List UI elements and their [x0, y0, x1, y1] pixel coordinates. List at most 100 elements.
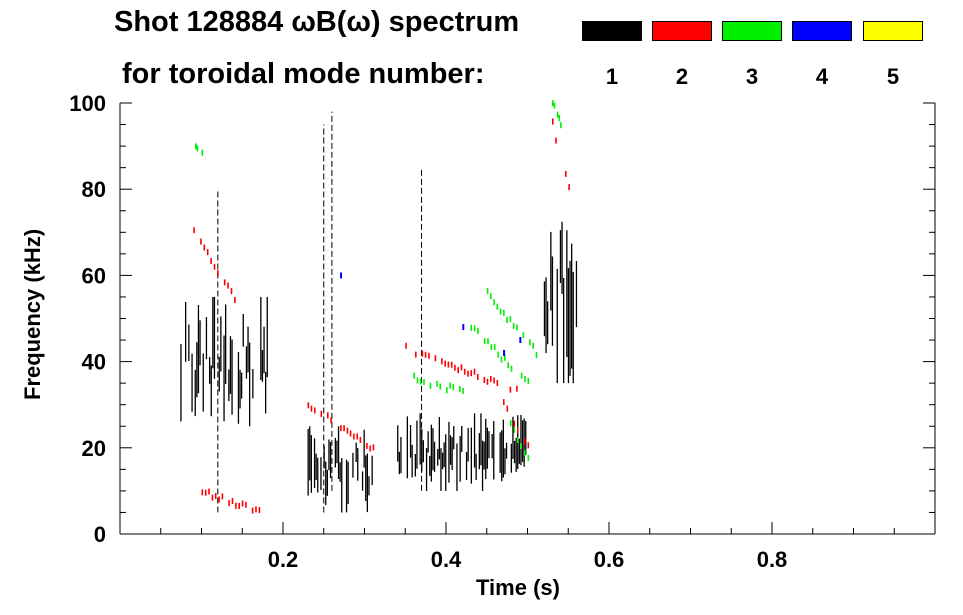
series-mode-1-blob-2-streak	[406, 416, 408, 479]
series-mode-1-blob-1-streak	[325, 461, 327, 506]
series-mode-3-chirp-1-dash	[520, 372, 523, 379]
series-mode-1-blob-0-streak	[263, 326, 265, 374]
series-mode-2-chirp-5-dash	[228, 500, 230, 507]
series-mode-1-blob-0-streak	[241, 372, 243, 399]
series-mode-3-chirp-5-dash	[558, 115, 561, 121]
series-mode-1-blob-0-streak	[228, 369, 230, 402]
series-mode-2-chirp-2-dash	[454, 364, 456, 371]
series-mode-3-chirp-3-dash	[517, 437, 519, 444]
series-mode-1-blob-2-streak	[515, 437, 517, 472]
series-mode-1-blob-2-streak	[483, 441, 485, 470]
series-mode-1-blob-2-streak	[400, 437, 402, 474]
series-mode-1-blob-2-streak	[488, 431, 490, 459]
series-mode-3-chirp-5-dash	[560, 122, 562, 129]
series-mode-1-blob-2-streak	[441, 452, 444, 470]
series-mode-2-chirp-1-dash	[346, 427, 349, 434]
series-mode-3-chirp-2-dash	[459, 385, 461, 392]
series-mode-1-blob-0-streak	[239, 369, 241, 409]
series-mode-2-chirp-5-dash	[241, 500, 244, 507]
series-mode-1-blob-3-streak	[547, 301, 549, 345]
series-mode-2-chirp-1-dash	[330, 417, 332, 424]
title-line-1: Shot 128884 ωB(ω) spectrum	[114, 6, 520, 38]
series-mode-3-chirp-1-dash	[473, 325, 476, 332]
series-mode-1-blob-2-streak	[409, 425, 412, 458]
y-tick-label: 20	[82, 436, 106, 461]
series-mode-2-chirp-5-dash	[214, 493, 217, 499]
series-mode-1-blob-3-streak	[550, 231, 552, 311]
series-mode-4-point-2	[519, 337, 522, 344]
series-mode-2-chirp-5-dash	[208, 488, 210, 495]
title-line-2: for toroidal mode number:	[122, 58, 485, 90]
legend-label-mode-4: 4	[815, 64, 829, 89]
series-mode-2-chirp-2-dash	[415, 351, 417, 358]
series-mode-2-chirp-1-dash	[343, 425, 345, 432]
series-mode-1-blob-3-streak	[575, 261, 578, 328]
series-mode-2-chirp-2-dash	[516, 385, 518, 392]
series-mode-3-chirp-2-dash	[439, 383, 442, 390]
series-mode-1-blob-2-streak	[448, 421, 450, 483]
series-mode-2-chirp-1-dash	[307, 402, 310, 409]
series-mode-3-chirp-1-dash	[527, 377, 530, 384]
y-tick-label: 60	[82, 263, 106, 288]
series-mode-1-blob-0-streak	[247, 326, 249, 373]
series-mode-3-chirp-2-dash	[462, 388, 464, 394]
series-mode-1-blob-1-streak	[310, 435, 312, 493]
series-mode-1-blob-2-streak	[397, 425, 399, 462]
series-mode-1-blob-2-streak	[491, 434, 493, 459]
series-mode-1-blob-2-streak	[461, 426, 463, 452]
series-mode-1-blob-2-streak	[453, 426, 455, 450]
series-mode-3-chirp-1-dash	[483, 338, 486, 345]
series-mode-1-blob-1-streak	[352, 452, 354, 478]
series-mode-3-chirp-0-dash	[516, 324, 518, 331]
series-mode-2-chirp-0-dash	[210, 258, 212, 264]
series-mode-1-blob-2-streak	[445, 434, 447, 491]
series-mode-1-blob-1-streak	[361, 471, 364, 491]
series-mode-2-chirp-2-dash	[424, 351, 427, 358]
series-mode-1-blob-3-streak	[563, 278, 565, 384]
series-mode-2-chirp-2-dash	[450, 361, 453, 368]
series-mode-1-blob-2-streak	[416, 420, 418, 469]
series-mode-2-chirp-1-dash	[314, 407, 316, 414]
series-mode-2-chirp-1-dash	[349, 430, 352, 437]
series-mode-3-chirp-2-dash	[449, 382, 451, 389]
series-mode-1-blob-2-streak	[525, 420, 527, 455]
series-mode-1-blob-1-streak	[371, 455, 373, 486]
series-mode-1-blob-0-streak	[266, 296, 268, 378]
series-mode-1-blob-3-streak	[567, 268, 570, 384]
series-mode-1-blob-2-streak	[475, 453, 477, 480]
series-mode-2-chirp-5-dash	[231, 498, 234, 504]
series-mode-1-blob-0-streak	[202, 353, 204, 412]
series-mode-3-chirp-0-dash	[532, 342, 534, 349]
series-mode-2-chirp-1-dash	[372, 444, 375, 451]
series-mode-1-blob-1-streak	[339, 462, 341, 482]
legend-swatch-mode-5	[863, 21, 923, 41]
series-mode-1-blob-0-streak	[196, 342, 198, 398]
series-mode-2-chirp-2-dash	[460, 364, 463, 371]
series-mode-1-blob-2-streak	[510, 443, 512, 473]
series-mode-2-chirp-2-dash	[493, 377, 495, 384]
series-mode-3-chirp-1-dash	[500, 356, 503, 363]
series-mode-1-blob-1-streak	[345, 459, 348, 513]
series-mode-3-chirp-0-dash	[503, 309, 505, 316]
series-mode-1-blob-3-streak	[543, 281, 546, 337]
series-mode-2-chirp-2-dash	[467, 370, 469, 377]
series-mode-1-blob-1-streak	[326, 469, 328, 496]
series-mode-3-chirp-0-dash	[522, 332, 525, 339]
series-mode-1-blob-0-streak	[229, 336, 232, 394]
x-tick-label: 0.4	[431, 547, 462, 572]
series-mode-2-chirp-0-dash	[227, 282, 229, 289]
series-mode-3-chirp-0-dash	[506, 317, 508, 323]
series-mode-1-blob-0-streak	[213, 296, 216, 379]
series-mode-1-blob-1-streak	[320, 457, 322, 490]
series-mode-1-blob-2-streak	[422, 440, 424, 463]
series-mode-1-blob-2-streak	[520, 415, 522, 466]
series-mode-3-chirp-4-dash	[195, 143, 197, 150]
series-mode-1-blob-0-streak	[265, 372, 267, 414]
series-mode-3-chirp-1-dash	[510, 365, 513, 372]
series-mode-3-chirp-2-dash	[416, 377, 419, 384]
series-mode-2-chirp-2-dash	[473, 368, 476, 375]
series-mode-3-chirp-1-dash	[497, 351, 499, 358]
series-mode-2-chirp-2-dash	[444, 360, 446, 367]
series-mode-1-blob-2-streak	[451, 437, 453, 470]
series-mode-4-point-1	[503, 349, 506, 356]
